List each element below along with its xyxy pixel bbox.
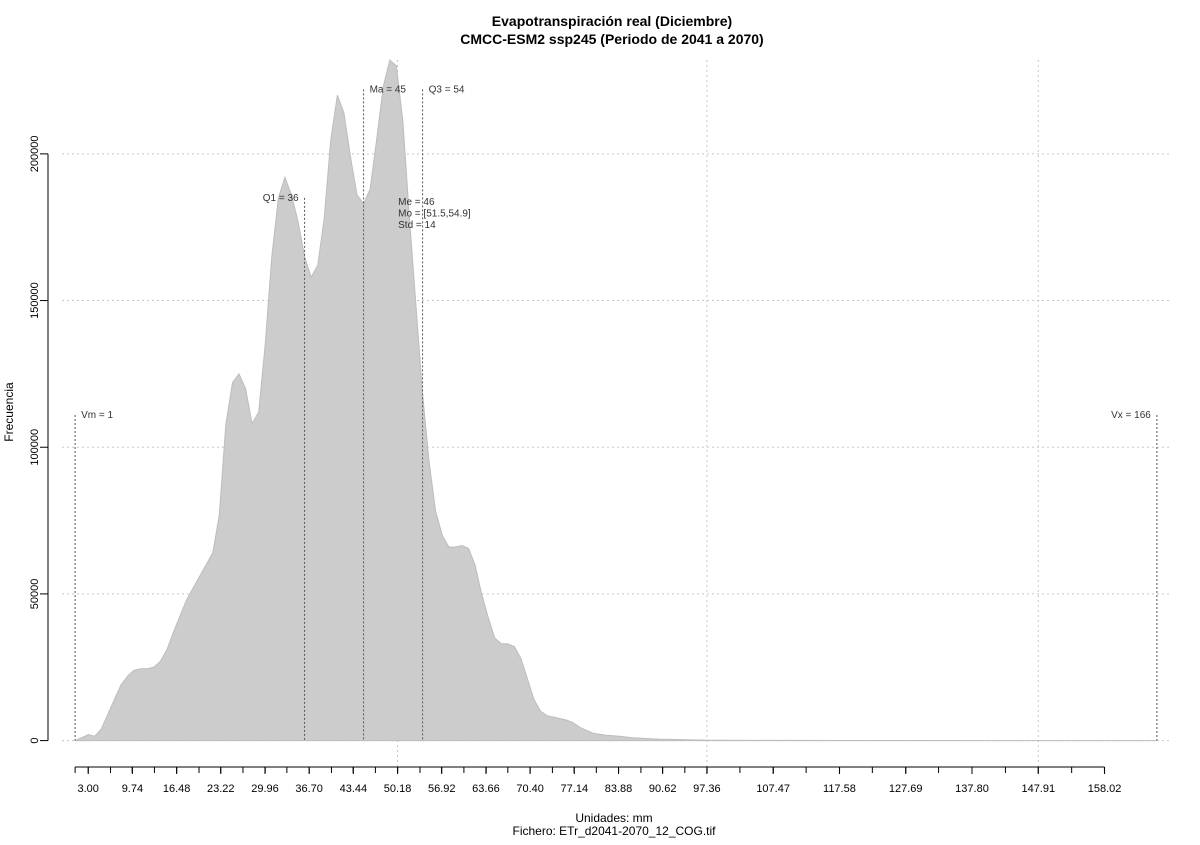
density-area [74,59,1157,742]
area-layer [74,59,1157,742]
x-tick-label: 63.66 [472,783,500,795]
stats-text: Mo = [51.5,54.9] [398,208,471,219]
x-tick-label: 3.00 [78,783,99,795]
x-tick-label: 77.14 [561,783,589,795]
stats-text: Std = 14 [398,220,436,231]
x-tick-label: 90.62 [649,783,677,795]
x-tick-label: 147.91 [1021,783,1055,795]
x-tick-label: 9.74 [122,783,143,795]
x-tick-label: 23.22 [207,783,235,795]
stat-label: Q1 = 36 [263,193,299,204]
x-tick-label: 117.58 [823,783,856,795]
x-tick-label: 16.48 [163,783,191,795]
x-axis-label: Unidades: mm [575,811,652,825]
x-tick-label: 83.88 [605,783,633,795]
text-layer: Evapotranspiración real (Diciembre) CMCC… [2,13,1151,838]
stat-label: Ma = 45 [370,84,407,95]
y-tick-label: 100000 [29,429,41,466]
x-tick-label: 127.69 [889,783,923,795]
x-tick-label: 70.40 [516,783,544,795]
x-tick-label: 29.96 [251,783,279,795]
x-tick-label: 50.18 [384,783,412,795]
x-tick-label: 137.80 [955,783,989,795]
x-tick-label: 36.70 [295,783,323,795]
x-tick-label: 107.47 [756,783,790,795]
x-tick-label: 158.02 [1088,783,1122,795]
chart-subtitle: CMCC-ESM2 ssp245 (Periodo de 2041 a 2070… [460,31,763,47]
axis-layer [40,153,1106,774]
stat-label: Vx = 166 [1111,410,1151,421]
y-tick-label: 200000 [29,136,41,173]
x-tick-label: 43.44 [340,783,368,795]
stats-text: Me = 46 [398,197,435,208]
chart-title: Evapotranspiración real (Diciembre) [492,13,732,29]
vline-layer [74,89,1158,741]
file-label: Fichero: ETr_d2041-2070_12_COG.tif [513,824,717,838]
x-tick-label: 56.92 [428,783,456,795]
y-axis-label: Frecuencia [2,382,16,442]
y-tick-label: 50000 [29,579,41,610]
x-tick-label: 97.36 [693,783,721,795]
stat-label: Vm = 1 [81,410,113,421]
y-tick-label: 150000 [29,282,41,319]
stat-label: Q3 = 54 [429,84,465,95]
y-tick-label: 0 [29,738,41,744]
